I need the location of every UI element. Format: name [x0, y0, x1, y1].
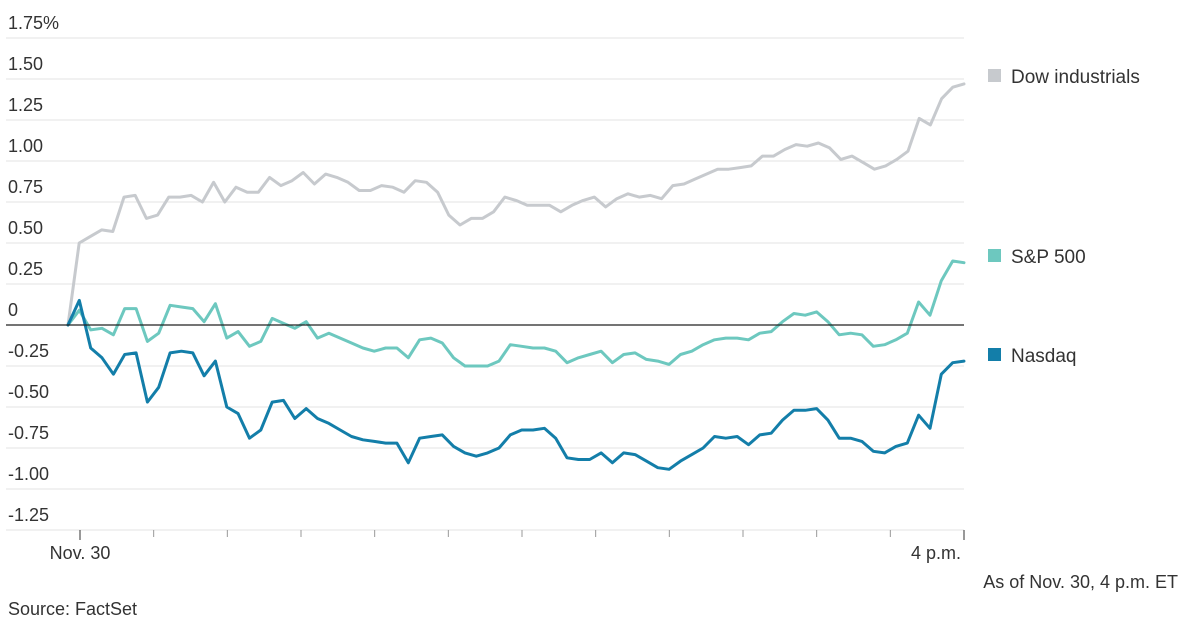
legend-swatch	[988, 348, 1001, 361]
legend-label: Dow industrials	[1011, 67, 1140, 88]
y-tick-label: -0.50	[8, 382, 49, 402]
x-axis: Nov. 30 4 p.m.	[6, 529, 965, 563]
legend: Dow industrials S&P 500 Nasdaq	[988, 67, 1140, 367]
grid-lines	[6, 37, 964, 531]
y-tick-label: -0.25	[8, 341, 49, 361]
y-tick-label: 0	[8, 300, 18, 320]
legend-label: Nasdaq	[1011, 346, 1077, 367]
y-tick-label: 1.25	[8, 95, 43, 115]
y-tick-label: -0.75	[8, 423, 49, 443]
x-tick-label: 4 p.m.	[911, 543, 961, 563]
source-note: Source: FactSet	[8, 599, 138, 619]
y-tick-label: 0.75	[8, 177, 43, 197]
y-tick-label: -1.25	[8, 505, 49, 525]
legend-swatch	[988, 69, 1001, 82]
y-tick-label: 0.25	[8, 259, 43, 279]
legend-swatch	[988, 249, 1001, 262]
as-of-note: As of Nov. 30, 4 p.m. ET	[983, 572, 1178, 592]
y-tick-label: 1.75%	[8, 13, 59, 33]
legend-label: S&P 500	[1011, 247, 1086, 268]
y-tick-label: 0.50	[8, 218, 43, 238]
y-tick-label: 1.50	[8, 54, 43, 74]
series-line-s-p-500	[66, 259, 966, 368]
series-line-dow-industrials	[66, 82, 966, 327]
y-tick-label: -1.00	[8, 464, 49, 484]
y-axis-tick-labels: 1.75% 1.50 1.25 1.00 0.75 0.50 0.25 0 -0.25 -0.50…	[8, 13, 59, 525]
series-lines	[6, 82, 966, 471]
y-tick-label: 1.00	[8, 136, 43, 156]
series-line-nasdaq	[66, 298, 966, 471]
x-tick-label: Nov. 30	[50, 543, 111, 563]
